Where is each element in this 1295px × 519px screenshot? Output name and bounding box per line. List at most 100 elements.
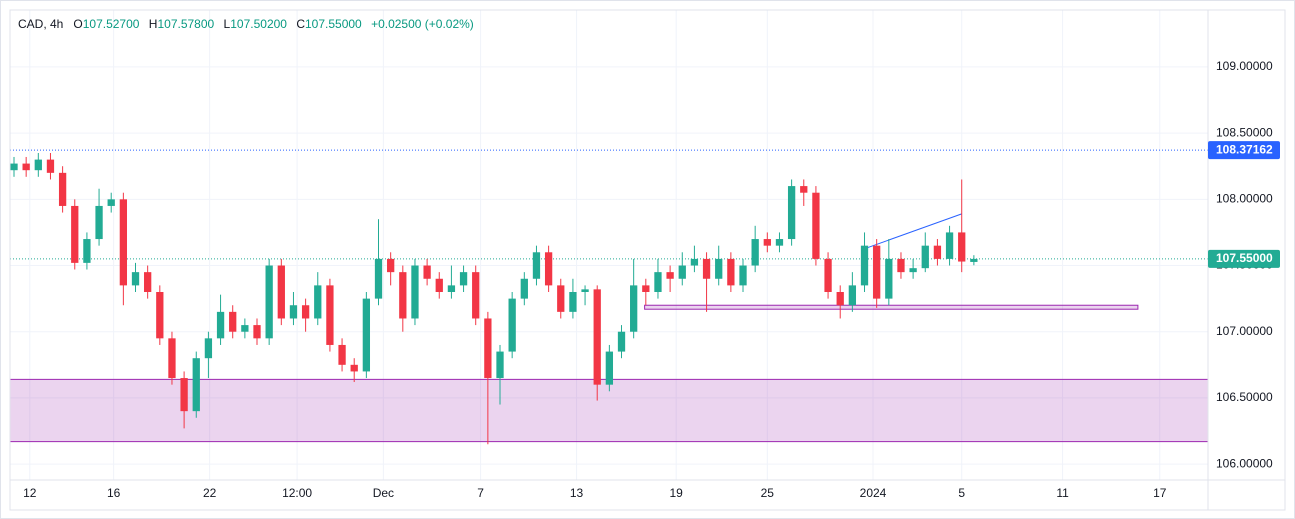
candle-body <box>216 311 225 339</box>
candle-body <box>192 358 200 412</box>
price-label: 108.37162 <box>1216 142 1273 156</box>
candle-body <box>253 325 261 339</box>
candle-body <box>860 245 869 286</box>
candle-body <box>459 272 468 286</box>
candle-body <box>71 205 79 263</box>
candle-body <box>775 239 784 246</box>
candle-body <box>362 298 371 372</box>
change: +0.02500 (+0.02%) <box>371 17 474 31</box>
x-tick-label: 22 <box>203 486 217 500</box>
candle-body <box>654 272 662 292</box>
ohlc-key: L <box>223 17 231 31</box>
x-tick-label: 12 <box>23 486 37 500</box>
candle-body <box>532 252 541 279</box>
candle-body <box>800 186 808 193</box>
y-tick-label: 106.50000 <box>1216 390 1273 404</box>
candle-body <box>945 232 954 259</box>
candle-body <box>569 292 577 312</box>
x-tick-label: 11 <box>1056 486 1069 500</box>
candle-body <box>909 268 917 273</box>
candle-body <box>241 325 249 332</box>
candle-body <box>229 311 237 332</box>
candle-body <box>314 285 322 319</box>
candle-body <box>520 278 528 299</box>
candle-body <box>933 245 942 259</box>
candle-body <box>508 298 516 352</box>
candle-body <box>873 245 881 299</box>
candle-body <box>326 285 334 345</box>
candle-body <box>289 305 298 319</box>
x-tick-label: 12:00 <box>282 486 312 500</box>
x-tick-label: 2024 <box>860 486 887 500</box>
x-tick-label: 5 <box>958 486 965 500</box>
x-tick-label: 17 <box>1153 486 1167 500</box>
candle-body <box>83 239 91 263</box>
candle-body <box>374 258 383 299</box>
x-tick-label: 19 <box>670 486 684 500</box>
candle-body <box>678 265 686 279</box>
candle-body <box>970 258 978 262</box>
candle-body <box>34 159 42 171</box>
x-tick-label: 25 <box>761 486 775 500</box>
ohlc-key: H <box>148 17 158 31</box>
candle-body <box>411 265 419 319</box>
y-tick-label: 108.50000 <box>1216 125 1273 139</box>
symbol: CAD, 4h <box>18 17 64 31</box>
candle-body <box>544 252 553 286</box>
candle-body <box>301 305 310 319</box>
candle-body <box>58 172 67 206</box>
candle-body <box>581 289 589 292</box>
candle-body <box>95 205 103 240</box>
candle-body <box>472 272 480 319</box>
candle-body <box>399 272 407 319</box>
candle-body <box>447 285 456 292</box>
ohlc-key: O <box>73 17 83 31</box>
candle-body <box>46 159 55 173</box>
candle-body <box>484 318 492 379</box>
candle-body <box>131 272 140 286</box>
candle-body <box>496 351 504 379</box>
candle-body <box>265 265 273 339</box>
candle-body <box>727 258 735 286</box>
pane-border <box>9 9 1286 511</box>
ohlc-value: 107.57800 <box>157 17 215 31</box>
candle-body <box>350 364 358 372</box>
candle-body <box>338 344 346 365</box>
x-tick-label: 13 <box>570 486 584 500</box>
candle-body <box>958 232 966 262</box>
candle-body <box>787 186 796 240</box>
y-tick-label: 107.00000 <box>1216 324 1273 338</box>
candle-body <box>204 338 213 359</box>
price-label-box <box>1208 141 1280 160</box>
candle-body <box>22 163 30 171</box>
candle-body <box>557 285 565 312</box>
candle-body <box>107 199 115 206</box>
candle-body <box>435 278 443 292</box>
candle-body <box>423 265 431 279</box>
y-tick-label: 109.00000 <box>1216 59 1273 73</box>
ohlc-value: 107.50200 <box>230 17 287 31</box>
candle-body <box>751 239 759 266</box>
legend-header: CAD, 4h O107.52700 H107.57800 L107.50200… <box>18 17 480 31</box>
candle-body <box>763 239 771 246</box>
ohlc-value: 107.55000 <box>304 17 362 31</box>
candle-body <box>812 192 820 259</box>
y-tick-label: 108.00000 <box>1216 191 1273 205</box>
ohlc-key: C <box>296 17 305 31</box>
box <box>644 304 1139 310</box>
candle-body <box>630 285 638 332</box>
price-label: 107.55000 <box>1216 251 1273 265</box>
y-tick-label: 106.00000 <box>1216 456 1273 470</box>
candle-body <box>715 258 723 279</box>
candle-body <box>156 292 164 339</box>
candle-body <box>387 258 395 273</box>
x-tick-label: 16 <box>107 486 121 500</box>
candle-body <box>836 292 844 306</box>
candle-body <box>666 272 674 279</box>
candle-body <box>180 378 188 412</box>
x-tick-label: Dec <box>373 486 394 500</box>
candle-body <box>885 258 893 299</box>
